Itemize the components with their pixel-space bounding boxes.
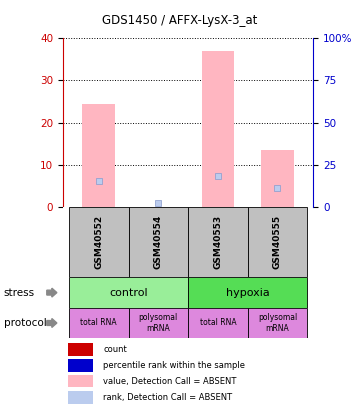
Bar bbox=[68, 343, 93, 356]
Bar bbox=[129, 207, 188, 277]
Text: hypoxia: hypoxia bbox=[226, 288, 270, 298]
Text: count: count bbox=[103, 345, 127, 354]
Text: protocol: protocol bbox=[4, 318, 46, 328]
Text: stress: stress bbox=[4, 288, 35, 298]
Text: GSM40555: GSM40555 bbox=[273, 215, 282, 269]
Bar bbox=[188, 207, 248, 277]
Bar bbox=[69, 207, 129, 277]
Bar bbox=[202, 51, 234, 207]
Bar bbox=[248, 207, 307, 277]
Text: total RNA: total RNA bbox=[80, 318, 117, 328]
Bar bbox=[69, 308, 129, 338]
Text: percentile rank within the sample: percentile rank within the sample bbox=[103, 361, 245, 370]
Bar bbox=[69, 277, 188, 308]
Text: value, Detection Call = ABSENT: value, Detection Call = ABSENT bbox=[103, 377, 237, 386]
Bar bbox=[188, 277, 307, 308]
Text: GDS1450 / AFFX-LysX-3_at: GDS1450 / AFFX-LysX-3_at bbox=[102, 14, 258, 27]
Text: polysomal
mRNA: polysomal mRNA bbox=[139, 313, 178, 333]
Text: rank, Detection Call = ABSENT: rank, Detection Call = ABSENT bbox=[103, 393, 232, 402]
Bar bbox=[188, 308, 248, 338]
Text: polysomal
mRNA: polysomal mRNA bbox=[258, 313, 297, 333]
Bar bbox=[68, 375, 93, 388]
Bar bbox=[68, 391, 93, 404]
Text: total RNA: total RNA bbox=[199, 318, 236, 328]
Text: control: control bbox=[109, 288, 148, 298]
Text: GSM40553: GSM40553 bbox=[213, 215, 222, 269]
Bar bbox=[82, 104, 115, 207]
Bar bbox=[248, 308, 307, 338]
Bar bbox=[68, 359, 93, 372]
Bar bbox=[129, 308, 188, 338]
Text: GSM40552: GSM40552 bbox=[94, 215, 103, 269]
Text: GSM40554: GSM40554 bbox=[154, 215, 163, 269]
Bar bbox=[261, 150, 294, 207]
